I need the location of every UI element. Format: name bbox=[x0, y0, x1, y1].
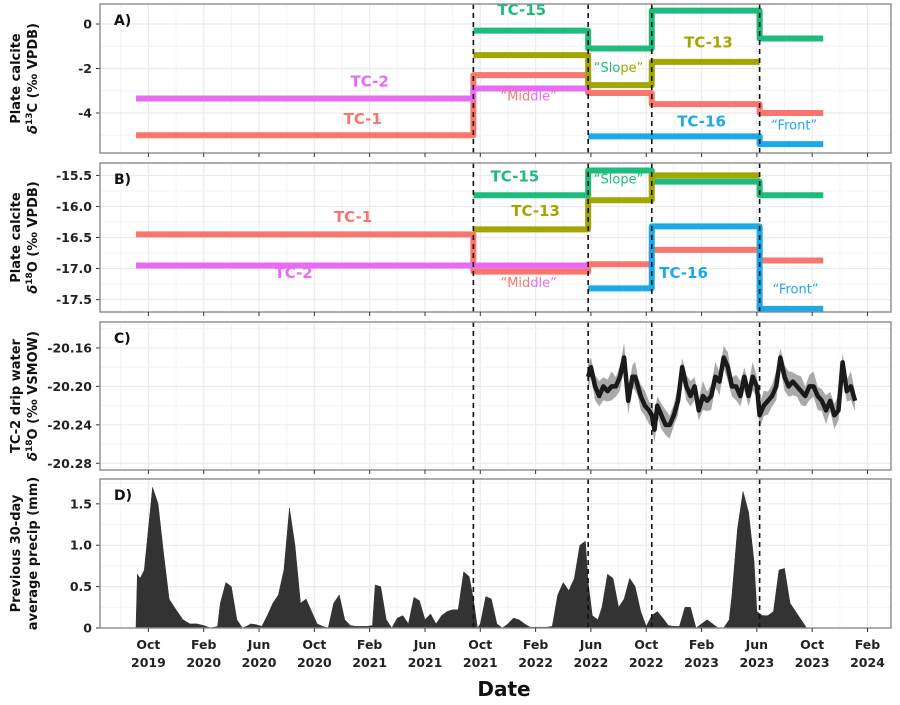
series-label: TC-2 bbox=[351, 72, 389, 90]
panel-a: 0 -2 -4 Plate calciteδ13C (‰ VPDB) TC-2 TC-1 T… bbox=[9, 1, 892, 157]
y-axis-label: Plate calciteδ18O (‰ VPDB) bbox=[9, 181, 41, 293]
panel-b: -15.5 -16.0 -16.5 -17.0 -17.5 Plate calciteδ1… bbox=[9, 162, 892, 316]
series-label: TC-16 bbox=[677, 112, 726, 130]
series-label: TC-15 bbox=[491, 168, 540, 186]
plot-data bbox=[585, 342, 858, 444]
panel-letter: B) bbox=[114, 172, 131, 188]
zone-label: “Middle” bbox=[500, 276, 556, 291]
x-tick-label: Oct 2019 bbox=[131, 637, 166, 670]
panel-letter: D) bbox=[114, 488, 132, 504]
series-tc-13 bbox=[473, 172, 760, 233]
y-tick-label: 0 bbox=[83, 17, 92, 32]
y-tick-label: -20.28 bbox=[47, 456, 92, 471]
x-tick-label: Oct 2021 bbox=[463, 637, 498, 670]
series-label: TC-15 bbox=[497, 1, 546, 19]
x-axis-title: Date bbox=[477, 677, 530, 701]
plot-data: TC-1 TC-2 TC-15 TC-13 TC-16 “Middle” “Slope” “F… bbox=[135, 167, 824, 312]
x-tick-label: Feb 2021 bbox=[352, 637, 387, 670]
y-axis-label: Plate calciteδ13C (‰ VPDB) bbox=[9, 23, 41, 134]
zone-label: “Middle” bbox=[500, 90, 556, 105]
x-tick-label: Jun 2023 bbox=[739, 637, 774, 670]
zone-label: “Slope” bbox=[594, 172, 644, 187]
x-axis: Oct 2019 Feb 2020 Jun 2020 Oct 2020 Feb 2021 Jun 20… bbox=[131, 637, 885, 670]
series-label: TC-13 bbox=[511, 202, 560, 220]
x-tick-label: Jun 2022 bbox=[574, 637, 609, 670]
y-tick-label: -20.16 bbox=[47, 340, 92, 355]
zone-label: “Front” bbox=[771, 119, 817, 134]
y-axis-label: TC-2 drip waterδ18O (‰ VSMOW) bbox=[9, 331, 41, 461]
drip-water-line bbox=[585, 355, 858, 432]
y-tick-label: -15.5 bbox=[56, 168, 92, 183]
y-axis-label: Previous 30-day average precip (mm) bbox=[9, 477, 41, 630]
panel-letter: C) bbox=[114, 331, 131, 347]
y-tick-label: -2 bbox=[78, 61, 92, 76]
x-tick-label: Feb 2020 bbox=[186, 637, 221, 670]
zone-label: “Front” bbox=[773, 282, 819, 297]
y-tick-label: -20.20 bbox=[47, 379, 92, 394]
x-tick-label: Jun 2020 bbox=[242, 637, 277, 670]
y-tick-label: -4 bbox=[78, 105, 92, 120]
panel-letter: A) bbox=[114, 13, 131, 29]
series-label: TC-1 bbox=[344, 110, 382, 128]
y-tick-label: -17.0 bbox=[56, 261, 92, 276]
y-tick-label: 0.5 bbox=[70, 579, 92, 594]
x-tick-label: Jun 2021 bbox=[408, 637, 443, 670]
zone-label: “Slope” bbox=[594, 61, 644, 76]
series-tc-2 bbox=[135, 85, 589, 102]
panel-c: -20.16 -20.20 -20.24 -20.28 TC-2 drip waterδ… bbox=[9, 321, 892, 474]
y-tick-label: -16.5 bbox=[56, 230, 92, 245]
y-tick-label: -20.24 bbox=[47, 417, 92, 432]
y-tick-label: 1.0 bbox=[70, 538, 92, 553]
y-tick-label: -17.5 bbox=[56, 292, 92, 307]
x-tick-label: Feb 2022 bbox=[518, 637, 553, 670]
x-tick-label: Feb 2024 bbox=[850, 637, 885, 670]
x-tick-label: Oct 2022 bbox=[629, 637, 664, 670]
series-label: TC-2 bbox=[274, 264, 312, 282]
x-tick-label: Oct 2020 bbox=[297, 637, 332, 670]
y-tick-label: 0 bbox=[83, 621, 92, 636]
y-tick-label: 1.5 bbox=[70, 496, 92, 511]
series-tc-16 bbox=[588, 223, 824, 312]
series-tc-13 bbox=[473, 52, 760, 89]
series-label: TC-16 bbox=[659, 264, 708, 282]
x-tick-label: Feb 2023 bbox=[684, 637, 719, 670]
panel-d: 0 0.5 1.0 1.5 Previous 30-day average precip … bbox=[9, 477, 892, 636]
series-label: TC-1 bbox=[334, 208, 372, 226]
series-label: TC-13 bbox=[684, 33, 733, 51]
y-tick-label: -16.0 bbox=[56, 199, 92, 214]
x-tick-label: Oct 2023 bbox=[795, 637, 830, 670]
